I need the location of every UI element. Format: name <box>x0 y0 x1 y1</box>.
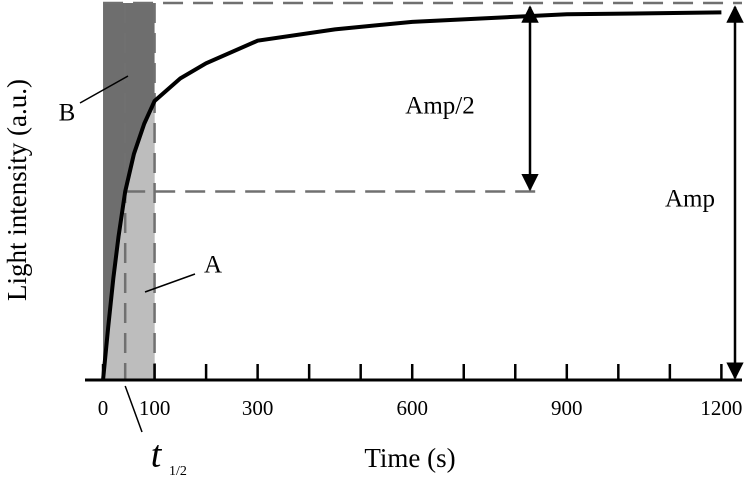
t-half-sub: 1/2 <box>169 464 187 479</box>
a-label: A <box>204 252 222 279</box>
t-half-leader <box>124 385 143 433</box>
x-tick-label: 100 <box>139 396 171 420</box>
x-tick-label: 0 <box>98 396 109 420</box>
x-tick-label: 600 <box>396 396 428 420</box>
x-tick-label: 300 <box>242 396 274 420</box>
amp-label: Amp <box>665 186 715 213</box>
b-label: B <box>59 100 76 127</box>
x-tick-label: 1200 <box>700 396 742 420</box>
x-axis-title: Time (s) <box>364 443 455 473</box>
curve <box>101 10 722 381</box>
a-leader <box>144 273 196 293</box>
b-leader <box>79 75 129 104</box>
amp-half-label: Amp/2 <box>405 93 474 120</box>
t-half-base: t <box>151 434 163 476</box>
x-tick-label: 900 <box>551 396 583 420</box>
y-axis-title: Light intensity (a.u.) <box>2 79 32 301</box>
region-a <box>103 101 155 381</box>
